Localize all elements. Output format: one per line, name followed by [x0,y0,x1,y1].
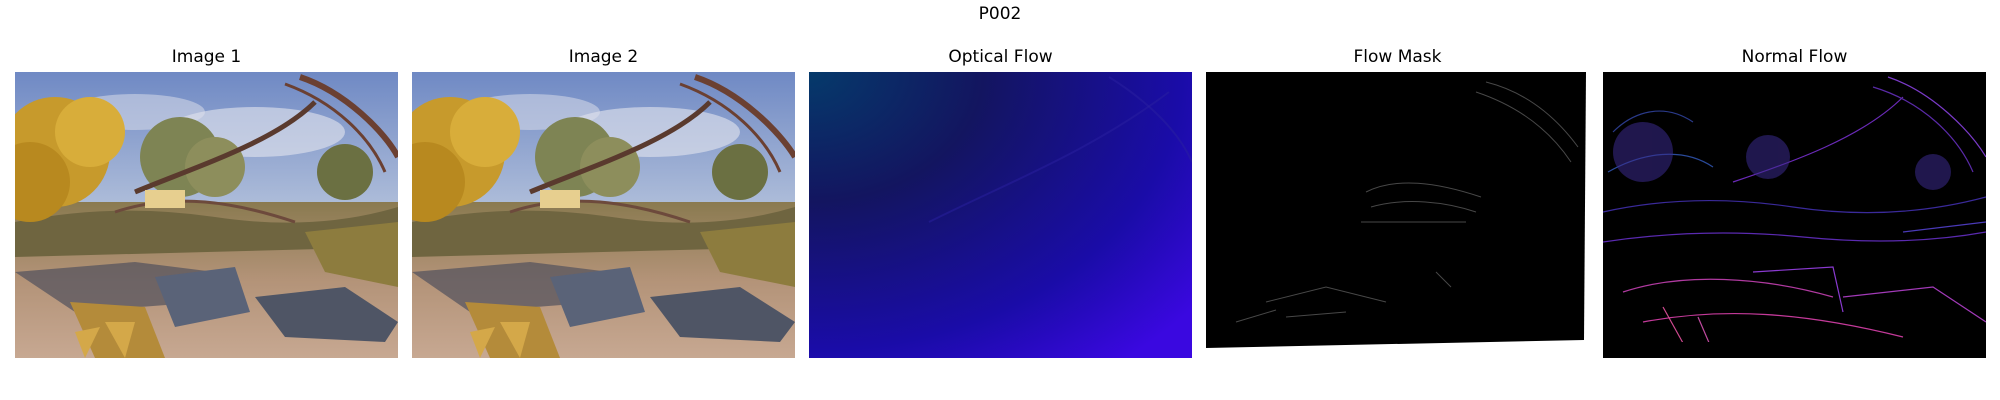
optical-flow-visualization [809,72,1192,358]
scene-photo-2 [412,72,795,358]
flow-mask-panel [1206,72,1589,358]
normal-flow-visualization [1603,72,1986,358]
panel-title-normal-flow: Normal Flow [1741,47,1848,67]
scene-photo-1 [15,72,398,358]
figure-title: P002 [978,4,1022,24]
image-2-panel [412,72,795,358]
optical-flow-panel [809,72,1192,358]
panel-title-flow-mask: Flow Mask [1353,47,1442,67]
panel-title-image-2: Image 2 [568,47,639,67]
flow-mask-image [1206,72,1589,358]
image-1-panel [15,72,398,358]
panel-title-image-1: Image 1 [171,47,242,67]
panel-title-optical-flow: Optical Flow [948,47,1053,67]
normal-flow-panel [1603,72,1986,358]
